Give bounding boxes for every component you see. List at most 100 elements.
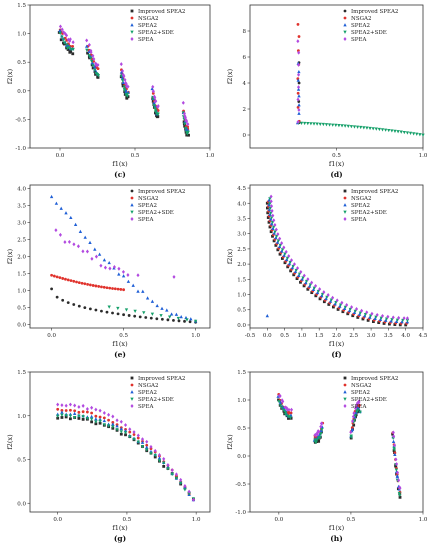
y-tick-label: 2.0	[237, 262, 246, 268]
data-point	[352, 423, 356, 427]
data-point	[71, 44, 75, 48]
x-tick-label: 0.5	[123, 517, 132, 523]
legend-label: Improved SPEA2	[351, 9, 398, 15]
data-point	[140, 445, 145, 449]
data-point	[98, 421, 102, 425]
data-point	[102, 285, 106, 289]
data-point	[297, 69, 301, 74]
data-point	[282, 408, 286, 413]
panel-e: 0.0 0.5 1.0 0.0 0.5 1.0 1.5 2.0 2.5 3.0 3.5 4.0 f1(x…	[6, 184, 211, 359]
data-point	[318, 287, 322, 292]
legend-marker	[343, 383, 347, 387]
data-point	[157, 456, 162, 460]
data-point	[289, 416, 293, 420]
data-point	[145, 448, 149, 452]
data-point	[160, 317, 164, 321]
data-point	[144, 316, 148, 319]
data-point	[320, 428, 324, 432]
data-point	[357, 399, 361, 404]
series-sde	[56, 413, 196, 501]
data-point	[60, 416, 64, 419]
plot-frame	[29, 4, 211, 149]
x-tick-label: 2.5	[349, 333, 358, 339]
data-point	[267, 203, 271, 207]
data-point	[100, 309, 103, 313]
data-point	[96, 67, 100, 71]
data-point	[404, 323, 408, 327]
data-point	[274, 234, 279, 239]
legend-label: SPEA2+SDE	[138, 30, 174, 36]
data-point	[66, 278, 70, 282]
data-point	[277, 398, 280, 402]
data-point	[408, 131, 413, 136]
y-tick-label: 2	[243, 107, 247, 113]
data-point	[102, 416, 106, 420]
data-point	[89, 417, 94, 421]
data-point	[107, 418, 110, 422]
data-point	[191, 497, 195, 502]
legend-label: SPEA	[351, 37, 367, 43]
data-point	[125, 94, 129, 98]
data-point	[265, 201, 269, 205]
legend-label: SPEA2	[138, 203, 157, 209]
data-point	[62, 30, 66, 35]
legend-marker	[130, 203, 134, 207]
data-point	[345, 303, 349, 307]
data-point	[387, 128, 391, 133]
data-point	[389, 319, 393, 323]
data-point	[360, 308, 364, 313]
data-point	[67, 46, 71, 50]
data-point	[103, 265, 107, 270]
data-point	[314, 440, 318, 444]
plot-frame	[29, 184, 211, 329]
data-point	[315, 122, 319, 126]
data-point	[270, 221, 275, 225]
data-point	[162, 465, 166, 468]
data-point	[157, 453, 162, 457]
data-point	[286, 265, 290, 269]
legend-marker	[130, 390, 134, 394]
data-point	[297, 81, 301, 85]
data-point	[384, 318, 388, 322]
x-axis-label: f1(x)	[329, 160, 345, 168]
data-point	[65, 43, 69, 47]
data-point	[97, 285, 101, 288]
legend-marker	[130, 9, 134, 13]
data-point	[397, 491, 402, 496]
x-tick-label: 1.0	[191, 333, 200, 339]
data-point	[49, 194, 54, 199]
legend-marker	[343, 217, 347, 221]
data-point	[287, 415, 291, 419]
data-point	[306, 277, 310, 282]
data-point	[56, 402, 60, 407]
data-point	[405, 318, 410, 323]
legend-label: NSGA2	[138, 383, 158, 389]
data-point	[108, 266, 112, 271]
data-point	[89, 414, 94, 418]
data-point	[299, 121, 304, 125]
data-point	[107, 412, 111, 417]
data-point	[297, 272, 302, 276]
data-point	[357, 409, 361, 413]
data-point	[172, 274, 176, 279]
legend-marker	[130, 210, 134, 214]
data-point	[152, 104, 156, 108]
data-point	[94, 417, 98, 421]
data-point	[391, 432, 395, 436]
data-point	[184, 126, 188, 131]
legend-marker	[130, 397, 134, 401]
data-point	[327, 123, 332, 127]
data-point	[77, 417, 81, 420]
data-point	[119, 430, 123, 434]
legend-marker	[130, 189, 134, 193]
data-point	[297, 273, 301, 277]
data-point	[268, 225, 272, 229]
data-point	[60, 413, 64, 417]
panel-d: 0.5 1.0 0 2 4 6 8 f1(x) f2(x) (d) Improved SPEA2NS…	[226, 4, 428, 179]
y-tick-label: 1.5	[17, 370, 26, 376]
data-point	[322, 290, 326, 295]
data-point	[132, 433, 136, 436]
data-point	[93, 68, 97, 72]
